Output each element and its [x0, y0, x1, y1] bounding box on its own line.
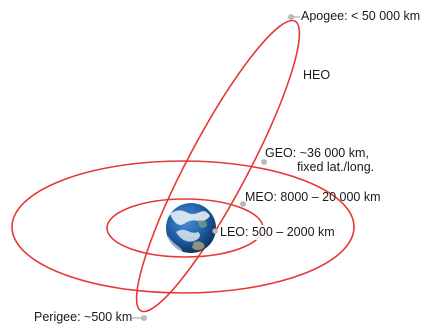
leo-label: LEO: 500 – 2000 km [219, 225, 336, 240]
leo-marker-icon [212, 228, 218, 234]
apogee-label: Apogee: < 50 000 km [301, 9, 421, 23]
geo-label-line1: GEO: ~36 000 km, [265, 146, 369, 160]
heo-label: HEO [303, 68, 331, 82]
earth-globe-icon [166, 203, 216, 253]
heo-orbit [135, 19, 301, 313]
perigee-marker-icon [141, 315, 147, 321]
meo-marker-icon [240, 201, 246, 207]
meo-label: MEO: 8000 – 20 000 km [245, 190, 381, 204]
apogee-marker-icon [288, 14, 294, 20]
geo-orbit [11, 160, 355, 294]
perigee-label: Perigee: ~500 km [34, 310, 133, 324]
geo-marker-icon [261, 159, 267, 165]
geo-label-line2: fixed lat./long. [297, 160, 375, 174]
